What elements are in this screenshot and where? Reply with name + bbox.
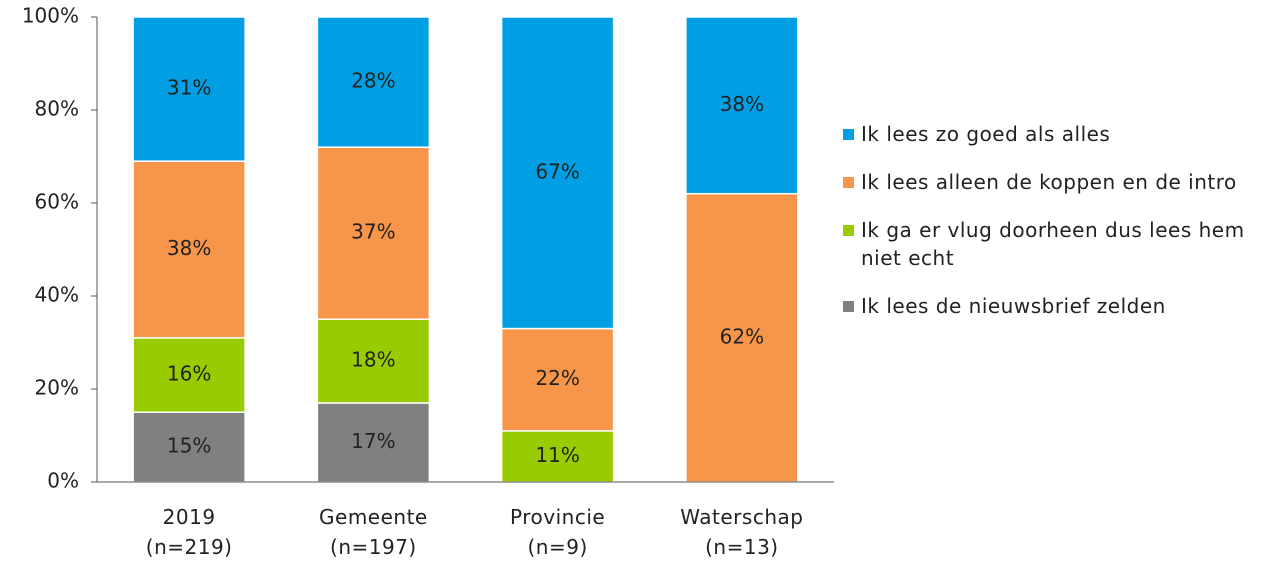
data-label: 18% <box>351 348 395 372</box>
data-label: 67% <box>535 159 579 183</box>
bar-segment <box>316 146 431 320</box>
y-tick-label: 80% <box>35 97 79 121</box>
bar-segment <box>132 160 246 339</box>
legend-label: Ik lees zo goed als alles <box>861 122 1111 146</box>
legend: Ik lees zo goed als alles Ik lees alleen … <box>838 120 1278 340</box>
bar-segment <box>132 337 246 414</box>
bar-segment <box>316 402 431 483</box>
bar-segment <box>500 430 615 483</box>
bar-segment <box>685 192 799 483</box>
y-tick-label: 60% <box>35 190 79 214</box>
y-tick-label: 40% <box>35 283 79 307</box>
bar-segment <box>500 327 615 432</box>
legend-swatch <box>843 177 854 188</box>
legend-swatch <box>843 225 854 236</box>
bar-segment <box>132 411 246 483</box>
data-label: 37% <box>351 220 395 244</box>
legend-label: Ik ga er vlug doorheen dus lees hem niet… <box>861 218 1245 270</box>
data-label: 11% <box>535 443 579 467</box>
legend-label: Ik lees de nieuwsbrief zelden <box>861 294 1166 318</box>
legend-entry: Ik ga er vlug doorheen dus lees hem niet… <box>838 216 1278 272</box>
x-tick-label: Gemeente (n=197) <box>319 505 428 559</box>
legend-swatch <box>843 301 854 312</box>
y-tick-label: 20% <box>35 376 79 400</box>
x-tick-label: Waterschap (n=13) <box>680 505 804 559</box>
x-tick-label: Provincie (n=9) <box>510 505 606 559</box>
bar-segment <box>132 16 246 162</box>
legend-entry: Ik lees de nieuwsbrief zelden <box>838 292 1278 320</box>
data-label: 62% <box>720 324 764 348</box>
bar-segment <box>685 16 799 195</box>
y-tick-label: 100% <box>22 4 79 28</box>
data-label: 22% <box>535 366 579 390</box>
data-label: 38% <box>167 236 211 260</box>
data-label: 16% <box>167 362 211 386</box>
data-label: 31% <box>167 76 211 100</box>
bar-segment <box>316 16 431 148</box>
data-label: 28% <box>351 69 395 93</box>
legend-entry: Ik lees alleen de koppen en de intro <box>838 168 1278 196</box>
x-tick-label: 2019 (n=219) <box>145 505 233 559</box>
data-label: 15% <box>167 434 211 458</box>
data-label: 17% <box>351 429 395 453</box>
y-tick-label: 0% <box>47 469 79 493</box>
legend-entry: Ik lees zo goed als alles <box>838 120 1278 148</box>
data-label: 38% <box>720 92 764 116</box>
bar-segment <box>500 16 615 330</box>
bar-segment <box>316 318 431 404</box>
legend-label: Ik lees alleen de koppen en de intro <box>861 170 1237 194</box>
legend-swatch <box>843 129 854 140</box>
